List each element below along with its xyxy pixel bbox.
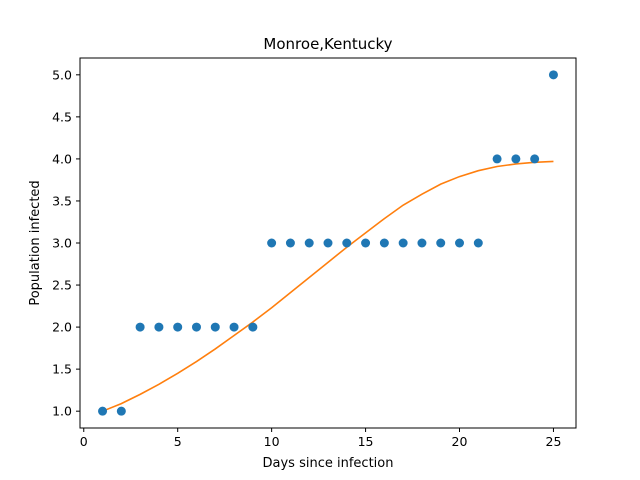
data-point (548, 70, 558, 80)
x-axis-label: Days since infection (263, 456, 394, 471)
chart-title: Monroe,Kentucky (263, 35, 392, 53)
axes-frame (79, 57, 577, 429)
plot-area: 0 5 10 15 20 25 1.0 1.5 2.0 2.5 3.0 3.5 4.0 4.5 5.0 (52, 67, 561, 449)
y-tick-label: 4.5 (52, 109, 72, 124)
data-point (398, 238, 408, 248)
data-point (285, 238, 295, 248)
y-tick-label: 2.0 (52, 320, 72, 335)
y-tick-label: 2.5 (52, 278, 72, 293)
data-point (530, 154, 540, 164)
y-tick-label: 3.5 (52, 193, 72, 208)
data-point (154, 322, 164, 332)
y-tick-label: 1.0 (52, 404, 72, 419)
data-point (473, 238, 483, 248)
data-point (248, 322, 258, 332)
x-tick-label: 10 (264, 434, 280, 449)
y-tick-label: 3.0 (52, 236, 72, 251)
data-point (417, 238, 427, 248)
x-tick-label: 25 (546, 434, 562, 449)
data-point (361, 238, 371, 248)
data-point (98, 406, 108, 416)
y-tick-label: 5.0 (52, 67, 72, 82)
x-tick-label: 15 (358, 434, 374, 449)
x-tick-label: 0 (80, 434, 88, 449)
y-tick-label: 4.0 (52, 151, 72, 166)
data-point (455, 238, 465, 248)
data-point (229, 322, 239, 332)
data-point (436, 238, 446, 248)
fit-line (102, 160, 554, 412)
data-point (267, 238, 277, 248)
data-point (492, 154, 502, 164)
data-point (173, 322, 183, 332)
y-axis-label: Population infected (28, 180, 43, 305)
data-point (135, 322, 145, 332)
data-point (511, 154, 521, 164)
data-point (323, 238, 333, 248)
y-tick-label: 1.5 (52, 362, 72, 377)
data-point (116, 406, 126, 416)
data-point (342, 238, 352, 248)
data-point (191, 322, 201, 332)
x-tick-label: 5 (174, 434, 182, 449)
data-point (379, 238, 389, 248)
x-tick-label: 20 (452, 434, 468, 449)
data-point (304, 238, 314, 248)
data-point (210, 322, 220, 332)
